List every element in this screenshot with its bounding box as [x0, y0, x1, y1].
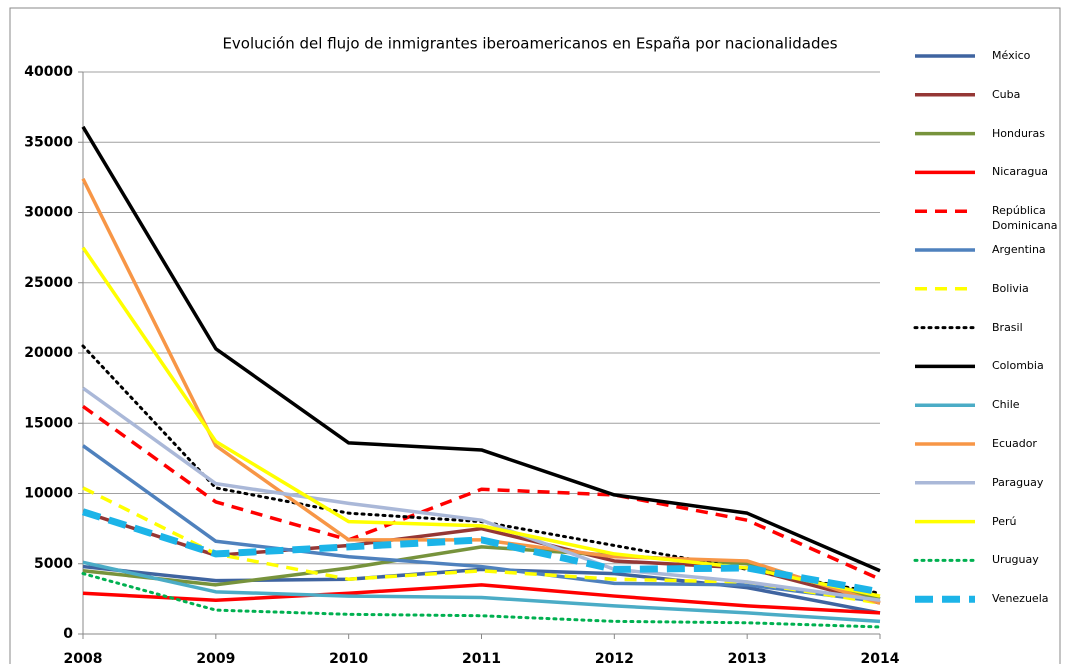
series-line — [81, 344, 882, 595]
y-tick-label: 5000 — [34, 556, 73, 572]
y-tick-label: 15000 — [24, 415, 73, 431]
series-line — [81, 246, 881, 598]
series-line — [81, 404, 881, 581]
legend-label: Honduras — [992, 126, 1045, 140]
x-tick-label: 2011 — [462, 651, 501, 664]
legend-label: República Dominicana — [992, 204, 1058, 233]
series-line — [81, 386, 881, 603]
legend-label: Ecuador — [992, 437, 1037, 450]
x-tick-label: 2009 — [196, 651, 235, 664]
series-line — [81, 125, 881, 573]
series-line — [82, 545, 881, 601]
series-line — [82, 564, 881, 615]
legend-label: Paraguay — [992, 475, 1044, 489]
series-line — [82, 560, 881, 624]
y-tick-label: 40000 — [24, 64, 73, 80]
x-tick-label: 2012 — [595, 651, 634, 664]
legend-label: Chile — [992, 398, 1020, 412]
legend-label: Venezuela — [992, 592, 1049, 606]
legend-label: Uruguay — [992, 553, 1039, 567]
y-tick-label: 30000 — [24, 205, 73, 221]
legend-label: Nicaragua — [992, 165, 1049, 179]
series-line — [81, 508, 881, 596]
legend-label: México — [992, 49, 1031, 62]
y-tick-label: 35000 — [24, 134, 73, 150]
y-tick-label: 25000 — [24, 275, 73, 291]
y-tick-label: 0 — [63, 626, 73, 642]
y-tick-label: 20000 — [24, 345, 73, 361]
chart-frame — [9, 7, 1061, 664]
legend-label: Argentina — [992, 243, 1046, 256]
legend-label: Cuba — [992, 87, 1021, 101]
chart-title: Evolución del flujo de inmigrantes ibero… — [222, 35, 837, 53]
series-line — [82, 583, 881, 615]
x-tick-label: 2014 — [861, 651, 900, 664]
legend-label: Perú — [992, 514, 1017, 528]
y-tick-label: 10000 — [24, 486, 73, 502]
x-tick-label: 2010 — [329, 651, 368, 664]
legend-label: Brasil — [992, 320, 1023, 334]
legend-label: Bolivia — [992, 281, 1029, 295]
x-tick-label: 2013 — [728, 651, 767, 664]
legend-label: Colombia — [992, 359, 1044, 373]
x-tick-label: 2008 — [64, 651, 103, 664]
series-line — [81, 444, 881, 604]
